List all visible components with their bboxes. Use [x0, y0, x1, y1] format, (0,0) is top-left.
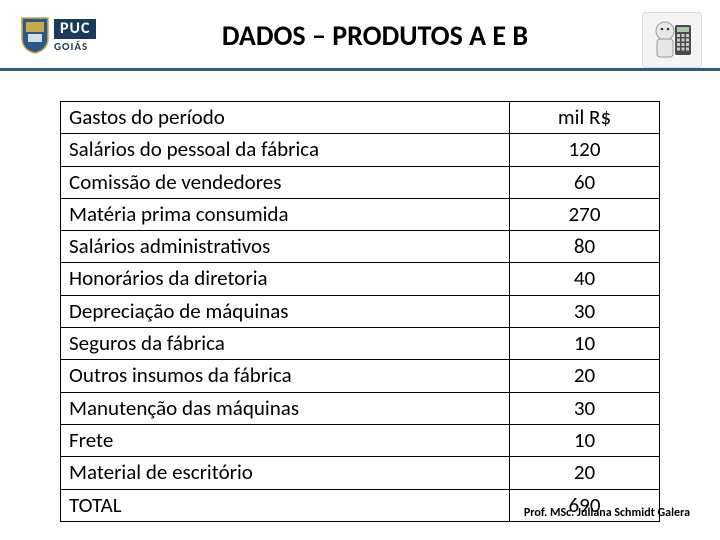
slide-header: PUC GOIÁS DADOS – PRODUTOS A E B — [0, 0, 720, 71]
main-content: Gastos do períodomil R$Salários do pesso… — [0, 71, 720, 522]
expenses-table: Gastos do períodomil R$Salários do pesso… — [60, 101, 660, 522]
row-value-cell: 30 — [510, 392, 660, 424]
header-label-cell: Gastos do período — [61, 102, 510, 134]
row-label-cell: Honorários da diretoria — [61, 263, 510, 295]
row-label-cell: Depreciação de máquinas — [61, 295, 510, 327]
row-value-cell: 30 — [510, 295, 660, 327]
table-row: Seguros da fábrica10 — [61, 328, 660, 360]
shield-icon — [20, 16, 50, 54]
row-value-cell: 60 — [510, 166, 660, 198]
row-label-cell: Salários administrativos — [61, 231, 510, 263]
row-label-cell: TOTAL — [61, 489, 510, 521]
row-label-cell: Manutenção das máquinas — [61, 392, 510, 424]
row-label-cell: Comissão de vendedores — [61, 166, 510, 198]
row-label-cell: Matéria prima consumida — [61, 198, 510, 230]
table-row: Outros insumos da fábrica20 — [61, 360, 660, 392]
row-value-cell: 10 — [510, 328, 660, 360]
row-label-cell: Seguros da fábrica — [61, 328, 510, 360]
row-value-cell: 270 — [510, 198, 660, 230]
slide-title: DADOS – PRODUTOS A E B — [110, 18, 700, 53]
table-row: Honorários da diretoria40 — [61, 263, 660, 295]
table-row: Frete10 — [61, 424, 660, 456]
table-row: Depreciação de máquinas30 — [61, 295, 660, 327]
row-label-cell: Frete — [61, 424, 510, 456]
table-row: Comissão de vendedores60 — [61, 166, 660, 198]
row-value-cell: 20 — [510, 360, 660, 392]
logo-goias-text: GOIÁS — [54, 41, 96, 52]
row-value-cell: 120 — [510, 134, 660, 166]
row-label-cell: Outros insumos da fábrica — [61, 360, 510, 392]
table-row: Salários administrativos80 — [61, 231, 660, 263]
table-row: Matéria prima consumida270 — [61, 198, 660, 230]
table-row: Material de escritório20 — [61, 457, 660, 489]
row-value-cell: 20 — [510, 457, 660, 489]
row-value-cell: 10 — [510, 424, 660, 456]
logo-puc-text: PUC — [54, 19, 96, 39]
calculator-icon — [642, 12, 702, 68]
header-value-cell: mil R$ — [510, 102, 660, 134]
row-label-cell: Material de escritório — [61, 457, 510, 489]
table-row: Salários do pessoal da fábrica120 — [61, 134, 660, 166]
table-row: Manutenção das máquinas30 — [61, 392, 660, 424]
puc-goias-logo: PUC GOIÁS — [20, 10, 110, 60]
row-value-cell: 40 — [510, 263, 660, 295]
row-value-cell: 80 — [510, 231, 660, 263]
footer-credit: Prof. MSc. Juliana Schmidt Galera — [524, 506, 690, 520]
row-label-cell: Salários do pessoal da fábrica — [61, 134, 510, 166]
table-header-row: Gastos do períodomil R$ — [61, 102, 660, 134]
